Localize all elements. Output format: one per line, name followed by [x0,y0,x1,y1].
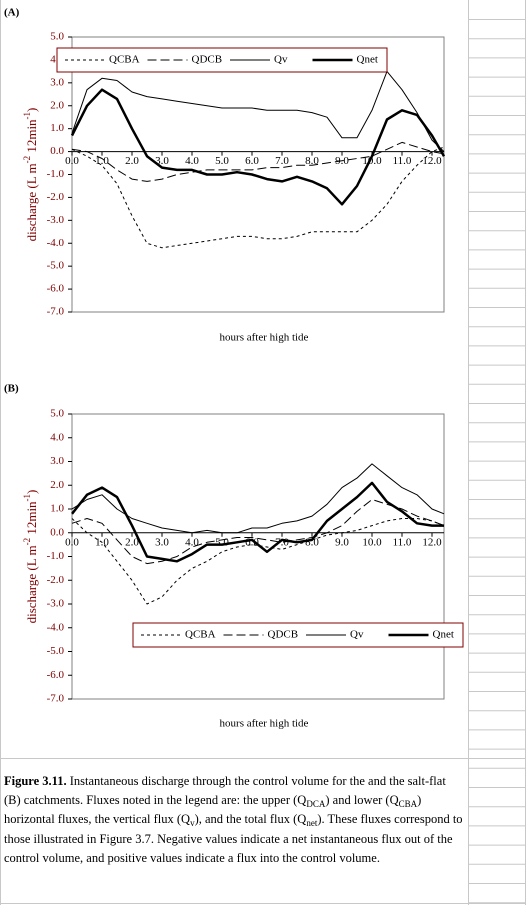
y-axis-title: discharge (L m-2 12min-1) [22,490,39,624]
y-tick-label: -1.0 [47,168,65,180]
y-title-part: discharge (L m [24,163,39,241]
y-tick-label: 1.0 [50,122,64,134]
x-tick-label: 4.0 [185,536,199,548]
y-tick-label: -4.0 [47,621,65,633]
series-line [70,88,446,206]
x-tick-label: 5.0 [215,536,229,548]
x-tick-label: 2.0 [125,536,139,548]
series-line [71,463,445,534]
x-tick-label: 0.0 [65,155,79,167]
x-tick-label: 11.0 [393,536,412,548]
y-tick-label: 5.0 [50,408,64,420]
sheet-rows [468,19,526,904]
y-tick-label: -4.0 [47,237,65,249]
plot-area [71,413,445,700]
caption-text: Instantaneous discharge through the cont… [4,774,446,808]
legend-label: Qv [274,54,288,66]
y-axis-title: discharge (L m-2 12min-1) [22,108,39,242]
y-tick-label: -3.0 [47,598,65,610]
x-tick-label: 6.0 [245,155,259,167]
caption-text: ). These fluxes correspond to those illu… [4,812,463,865]
y-tick-label: 0.0 [50,526,64,538]
y-title-part: ) [24,108,39,112]
x-tick-label: 11.0 [393,155,412,167]
x-tick-label: 0.0 [65,536,79,548]
x-tick-label: 7.0 [275,155,289,167]
y-tick-label: -2.0 [47,191,65,203]
legend-label: QDCB [268,629,299,641]
x-tick-label: 12.0 [422,155,442,167]
series-line [71,481,444,563]
series-line [71,141,445,182]
y-tick-label: 2.0 [50,479,64,491]
x-tick-label: 10.0 [362,536,382,548]
y-tick-label: -7.0 [47,693,65,705]
legend-label: QDCB [192,54,223,66]
series-line [71,518,445,605]
figure-caption: Figure 3.11. Instantaneous discharge thr… [4,772,464,868]
series-line [71,499,445,565]
caption-text: ) and lower (Q [325,793,399,808]
y-title-part: ) [24,490,39,494]
y-tick-label: 3.0 [50,455,64,467]
legend-label: QCBA [109,54,140,66]
x-tick-label: 5.0 [215,155,229,167]
caption-sub: net [306,818,318,829]
caption-sub: CBA [398,799,418,810]
caption-sub: v [190,818,195,829]
x-axis-title: hours after high tide [220,718,309,730]
y-title-sup: -1 [22,112,32,120]
panel-label: (B) [4,383,19,395]
x-tick-label: 4.0 [185,155,199,167]
x-tick-label: 1.0 [95,155,109,167]
x-axis-title: hours after high tide [220,332,309,344]
y-title-sup: -2 [22,156,32,164]
y-tick-label: 0.0 [50,145,64,157]
panel-label: (A) [4,7,20,19]
y-tick-label: -5.0 [47,260,65,272]
x-tick-label: 2.0 [125,155,139,167]
caption-sub: DCA [306,799,326,810]
y-tick-label: -7.0 [47,306,65,318]
legend-label: Qv [350,629,364,641]
caption-text: ), and the total flux (Q [194,812,307,827]
x-tick-label: 3.0 [155,536,169,548]
y-tick-label: 5.0 [50,31,64,43]
x-tick-label: 8.0 [305,155,319,167]
y-tick-label: -6.0 [47,283,65,295]
y-title-sup: -2 [22,538,32,546]
x-tick-label: 12.0 [422,536,442,548]
x-tick-label: 9.0 [335,536,349,548]
y-tick-label: 2.0 [50,99,64,111]
series-line [71,146,445,249]
y-title-part: 12min [24,501,39,538]
y-tick-label: -3.0 [47,214,65,226]
y-title-sup: -1 [22,494,32,502]
plot-area [71,36,445,313]
caption-text: ) horizontal fluxes, the vertical flux (… [4,793,422,827]
y-tick-label: -5.0 [47,645,65,657]
legend-label: Qnet [433,629,454,641]
y-tick-label: -2.0 [47,574,65,586]
y-tick-label: 1.0 [50,503,64,515]
y-tick-label: -1.0 [47,550,65,562]
x-tick-label: 6.0 [245,536,259,548]
series-line [71,70,445,152]
caption-label: Figure 3.11. [4,774,67,788]
y-tick-label: 3.0 [50,76,64,88]
legend-label: Qnet [357,54,378,66]
y-title-part: 12min [24,119,39,156]
y-tick-label: 4.0 [50,431,64,443]
legend-label: QCBA [185,629,216,641]
y-tick-label: -6.0 [47,669,65,681]
y-title-part: discharge (L m [24,545,39,623]
